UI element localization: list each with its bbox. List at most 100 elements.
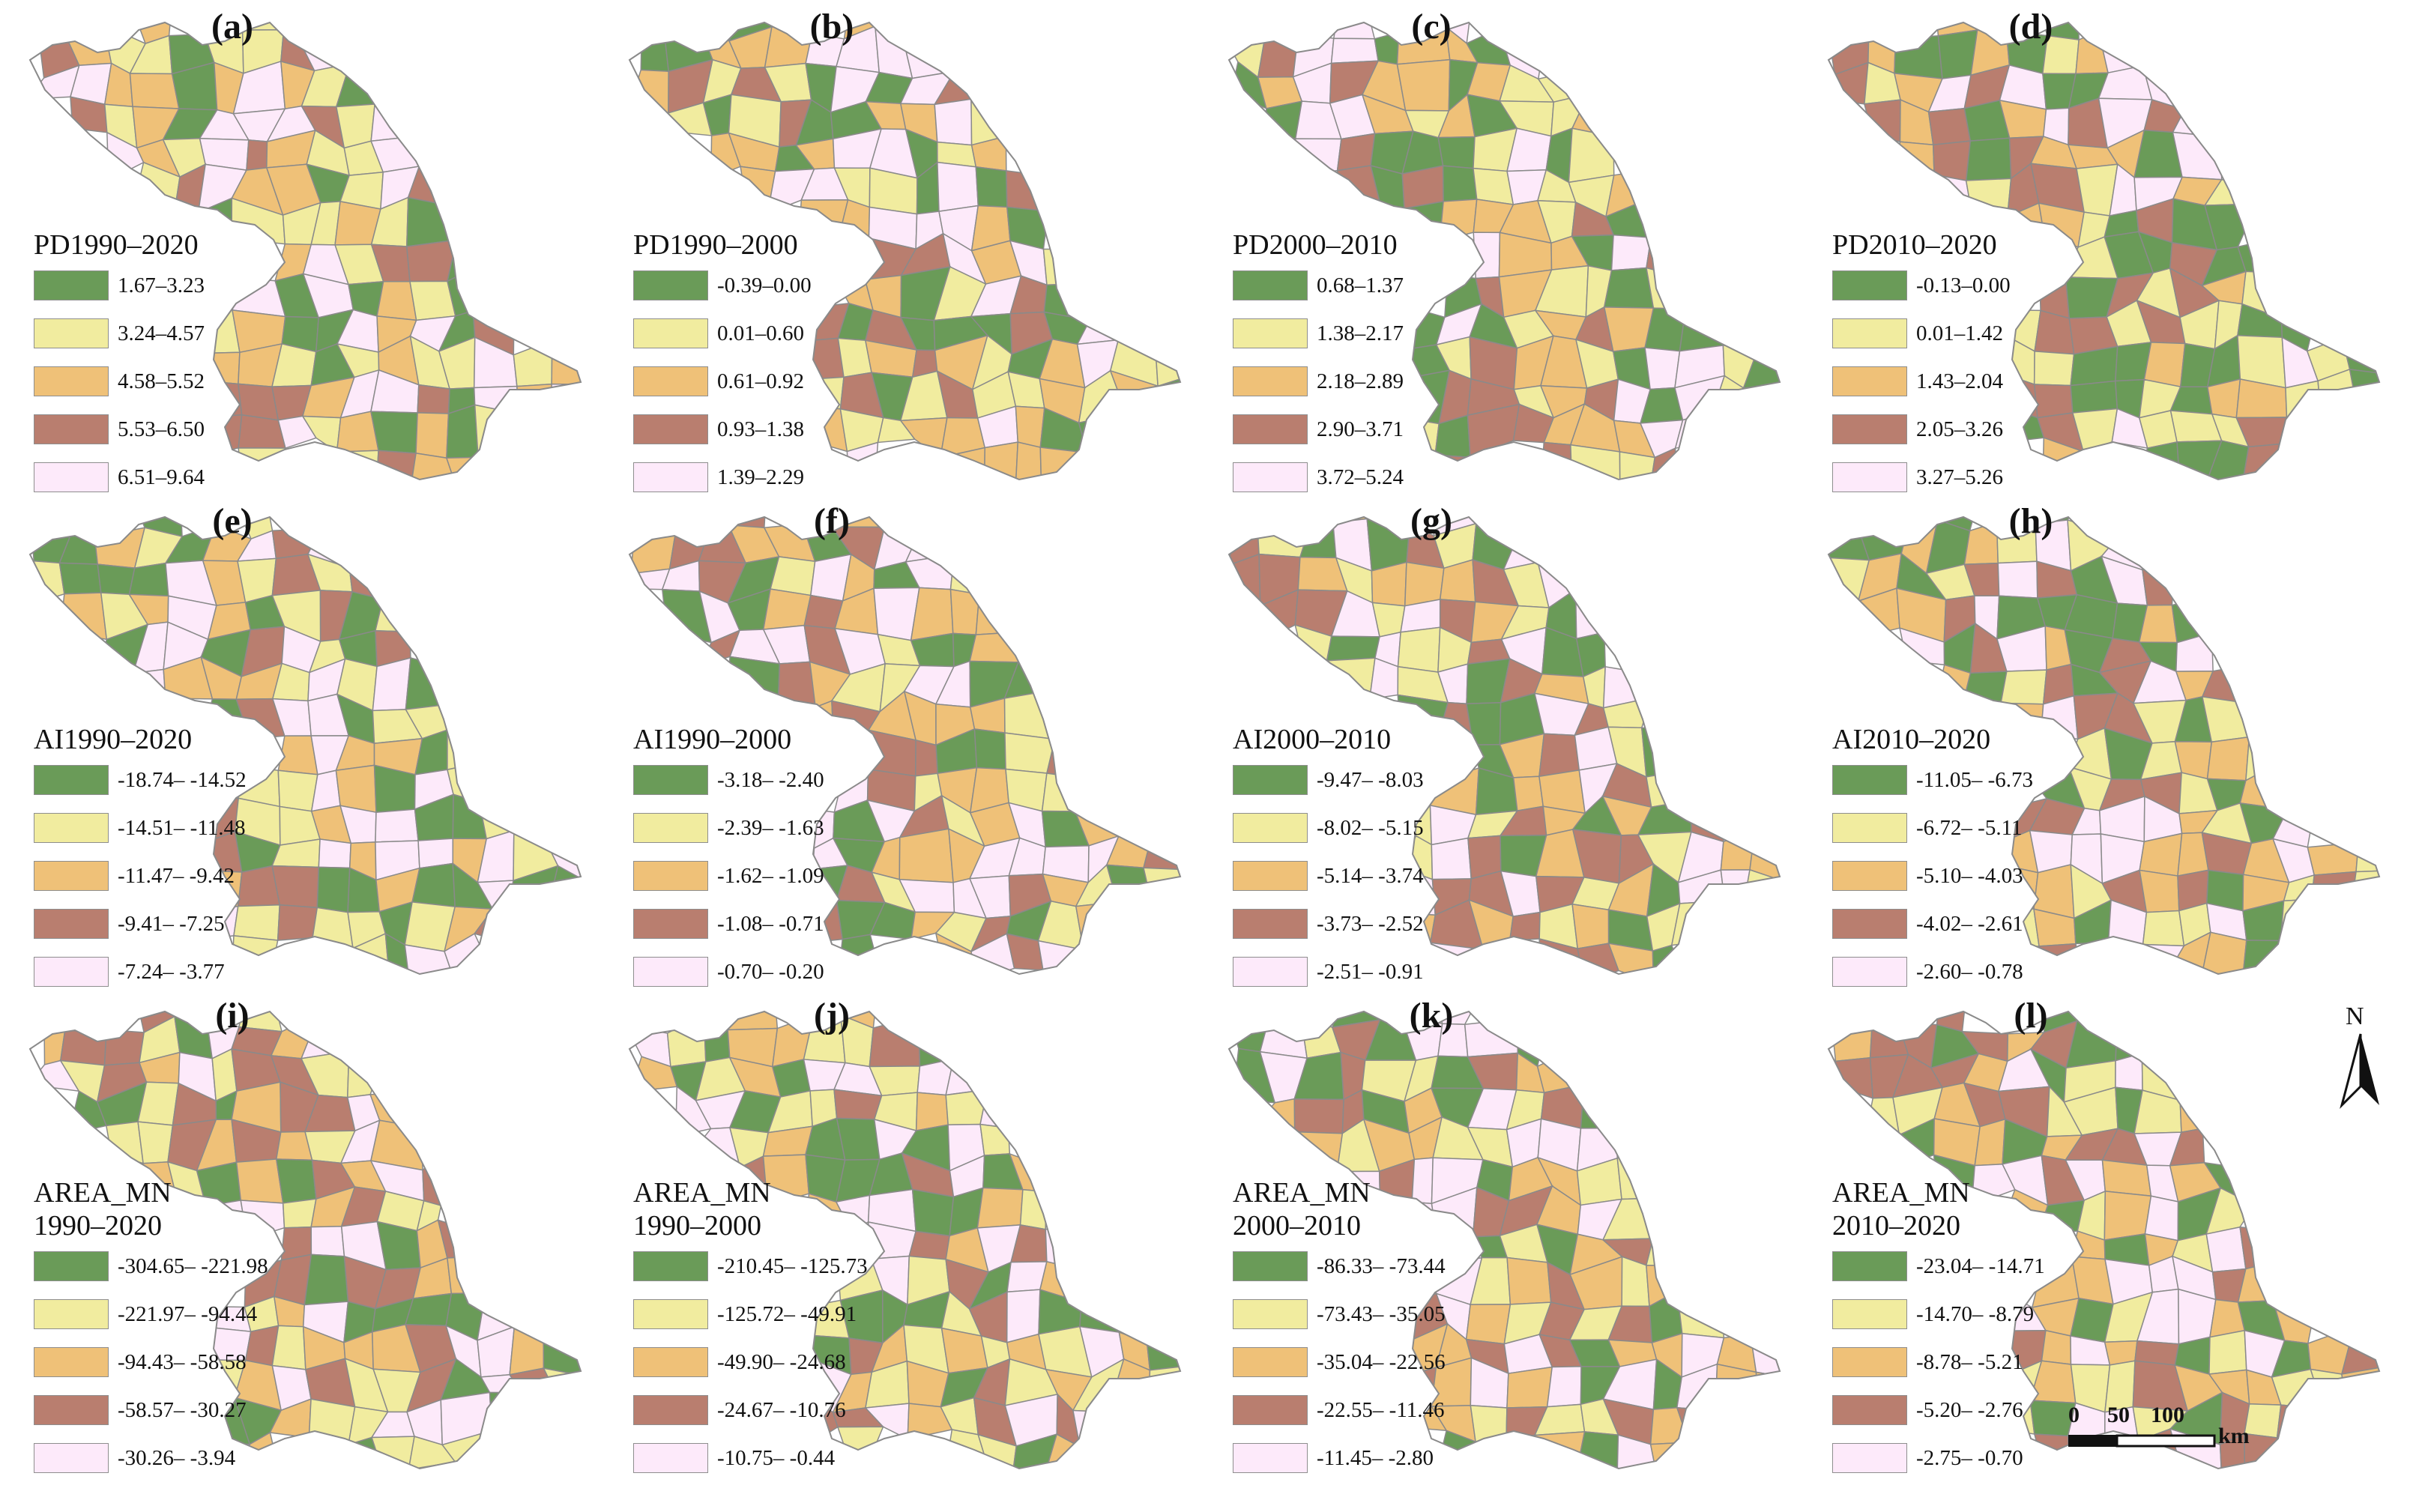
county-region bbox=[551, 339, 581, 385]
map-panel-a: (a) PD1990–2020 1.67–3.23 3.24–4.57 4.58… bbox=[0, 0, 600, 495]
legend-title: PD2000–2010 bbox=[1233, 229, 1398, 261]
county-region bbox=[2340, 1325, 2379, 1375]
legend-range: -14.70– -8.79 bbox=[1916, 1301, 2035, 1326]
county-region bbox=[1607, 943, 1655, 974]
legend-item: 6.51–9.64 bbox=[34, 453, 205, 501]
county-region bbox=[2205, 1226, 2247, 1273]
county-region bbox=[372, 657, 411, 712]
province-outline bbox=[1827, 515, 2381, 976]
legend-title: PD1990–2020 bbox=[34, 229, 199, 261]
county-region bbox=[1429, 942, 1485, 974]
legend: PD2000–2010 0.68–1.37 1.38–2.17 2.18–2.8… bbox=[1233, 229, 1404, 501]
county-region bbox=[726, 656, 781, 710]
county-region bbox=[1619, 451, 1656, 480]
legend-range: -9.41– -7.25 bbox=[118, 911, 225, 936]
county-region bbox=[1437, 136, 1476, 169]
county-region bbox=[2142, 564, 2176, 606]
legend-item: -14.51– -11.48 bbox=[34, 804, 247, 852]
legend-swatch bbox=[1233, 957, 1308, 987]
county-region bbox=[277, 769, 318, 812]
legend: PD1990–2000 -0.39–0.00 0.01–0.60 0.61–0.… bbox=[633, 229, 812, 501]
scale-unit-label: km bbox=[2218, 1424, 2250, 1448]
panel-label: (j) bbox=[814, 996, 850, 1035]
county-region bbox=[422, 1151, 444, 1207]
county-region bbox=[1465, 1304, 1512, 1345]
county-region bbox=[1652, 944, 1685, 974]
legend-range: 1.67–3.23 bbox=[118, 273, 205, 297]
county-region bbox=[551, 383, 581, 410]
legend-item: -5.20– -2.76 bbox=[1832, 1386, 2045, 1434]
legend-item: 5.53–6.50 bbox=[34, 405, 205, 453]
legend-swatch bbox=[34, 909, 109, 939]
legend-swatch bbox=[1832, 366, 1907, 396]
legend-range: 1.43–2.04 bbox=[1916, 369, 2003, 393]
county-region bbox=[1442, 165, 1478, 202]
legend-item: -6.72– -5.11 bbox=[1832, 804, 2033, 852]
legend-item: -0.13–0.00 bbox=[1832, 261, 2011, 309]
county-region bbox=[405, 657, 452, 710]
legend: AREA_MN 1990–2020 -304.65– -221.98 -221.… bbox=[34, 1176, 268, 1482]
legend-swatch bbox=[633, 861, 708, 891]
county-region bbox=[1399, 417, 1440, 456]
legend-title: PD1990–2000 bbox=[633, 229, 798, 261]
county-region bbox=[1568, 127, 1615, 184]
legend-range: -22.55– -11.46 bbox=[1317, 1397, 1445, 1422]
legend-item: -0.39–0.00 bbox=[633, 261, 812, 309]
legend-swatch bbox=[633, 462, 708, 492]
county-region bbox=[838, 934, 883, 974]
legend-range: -94.43– -58.58 bbox=[118, 1349, 247, 1374]
legend-item: -221.97– -94.44 bbox=[34, 1290, 268, 1338]
legend-item: 4.58–5.52 bbox=[34, 357, 205, 405]
county-region bbox=[1965, 137, 2012, 181]
legend-item: 1.67–3.23 bbox=[34, 261, 205, 309]
legend-range: -49.90– -24.68 bbox=[717, 1349, 846, 1374]
legend-item: 0.68–1.37 bbox=[1233, 261, 1404, 309]
county-region bbox=[1894, 34, 1943, 79]
panel-label: (k) bbox=[1409, 996, 1454, 1035]
county-region bbox=[1293, 1098, 1344, 1134]
map-panel-j: (j) AREA_MN 1990–2000 -210.45– -125.73 -… bbox=[600, 989, 1199, 1484]
province-outline bbox=[628, 515, 1182, 976]
county-region bbox=[1720, 829, 1756, 871]
legend-swatch bbox=[1233, 1395, 1308, 1425]
legend-swatch bbox=[1832, 1347, 1907, 1377]
legend-title: PD2010–2020 bbox=[1832, 229, 1997, 261]
county-region bbox=[2144, 1195, 2179, 1242]
legend-item: -18.74– -14.52 bbox=[34, 756, 247, 804]
legend-swatch bbox=[1832, 1443, 1907, 1473]
county-region bbox=[406, 196, 458, 247]
province-outline bbox=[1227, 515, 1781, 976]
legend-item: -2.51– -0.91 bbox=[1233, 948, 1424, 996]
county-region bbox=[375, 450, 417, 480]
legend-range: -2.75– -0.70 bbox=[1916, 1445, 2023, 1470]
county-region bbox=[1894, 141, 1935, 175]
county-region bbox=[1610, 234, 1652, 271]
legend-item: 0.01–0.60 bbox=[633, 309, 812, 357]
legend-swatch bbox=[633, 1299, 708, 1329]
legend-range: -2.60– -0.78 bbox=[1916, 959, 2023, 984]
region-group bbox=[1229, 517, 1780, 974]
county-region bbox=[1259, 1014, 1308, 1059]
legend-title: AREA_MN 1990–2000 bbox=[633, 1177, 771, 1242]
choropleth-map bbox=[628, 515, 1182, 976]
county-region bbox=[740, 166, 776, 214]
county-region bbox=[2283, 409, 2322, 447]
legend-swatch bbox=[633, 957, 708, 987]
legend-swatch bbox=[1233, 861, 1308, 891]
county-region bbox=[2041, 1329, 2072, 1365]
county-region bbox=[945, 1051, 988, 1096]
province-outline bbox=[1227, 1010, 1781, 1470]
county-region bbox=[1540, 441, 1572, 480]
legend-range: -5.10– -4.03 bbox=[1916, 863, 2023, 888]
county-region bbox=[1015, 405, 1045, 448]
legend-item: -2.60– -0.78 bbox=[1832, 948, 2033, 996]
county-region bbox=[1546, 1365, 1582, 1408]
county-region bbox=[1936, 664, 1972, 711]
map-panel-i: (i) AREA_MN 1990–2020 -304.65– -221.98 -… bbox=[0, 989, 600, 1484]
legend-swatch bbox=[1832, 909, 1907, 939]
county-region bbox=[975, 593, 1018, 635]
county-region bbox=[1570, 444, 1621, 480]
county-region bbox=[2310, 1368, 2346, 1411]
legend-range: -86.33– -73.44 bbox=[1317, 1254, 1446, 1278]
county-region bbox=[346, 1050, 384, 1098]
